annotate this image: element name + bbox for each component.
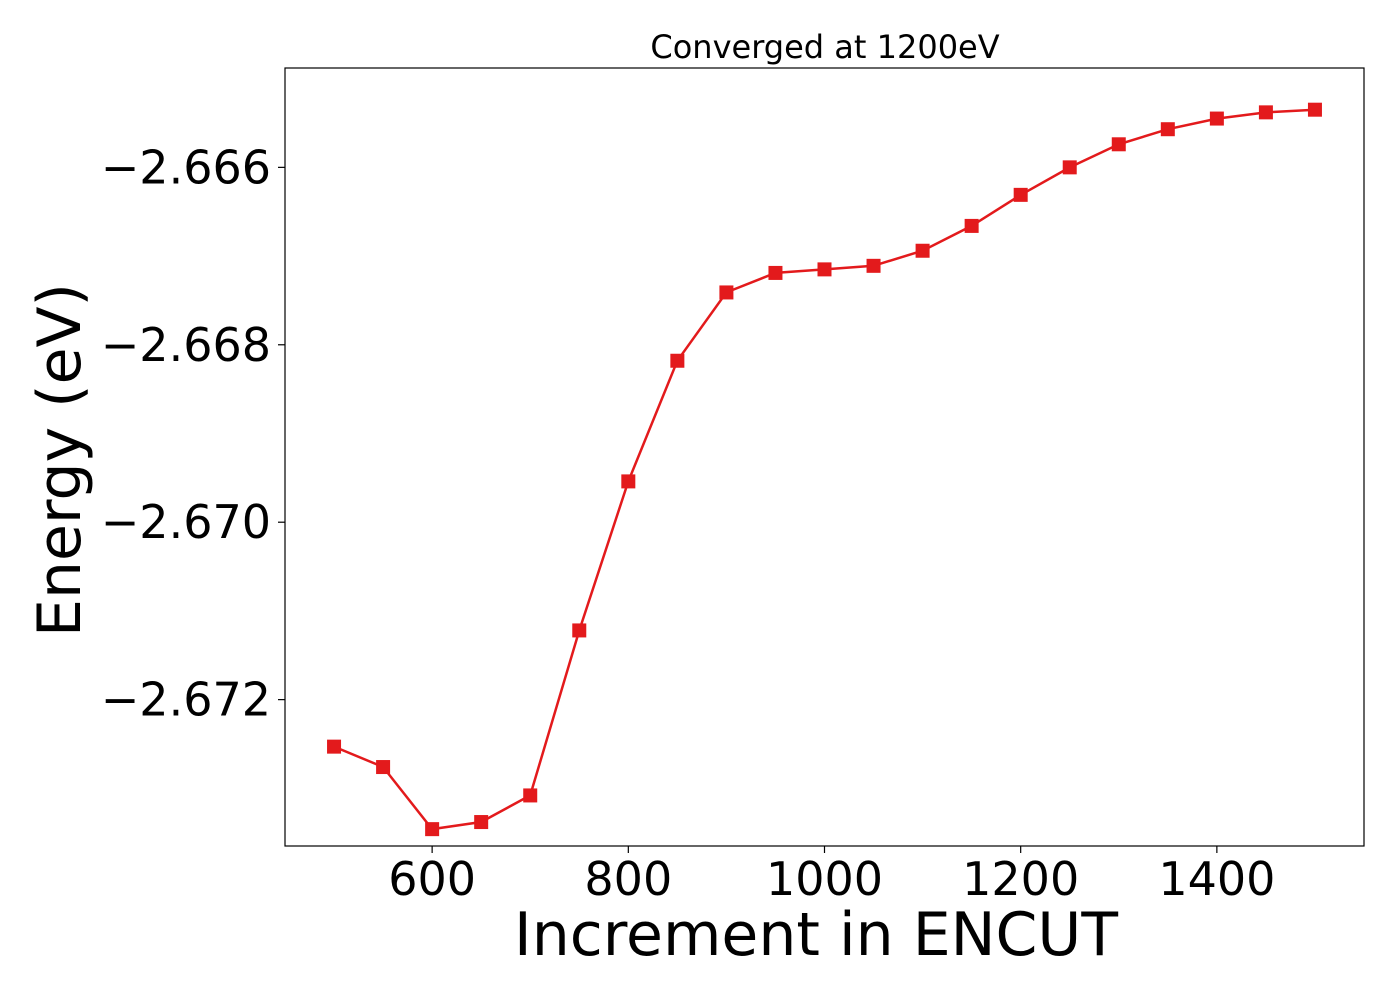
x-tick-label: 600 [388,852,476,906]
data-point-marker [572,623,587,638]
data-point-marker [425,822,440,837]
x-axis-label: Increment in ENCUT [514,900,1118,970]
data-point-marker [866,258,881,273]
series-line [333,108,1316,831]
chart-title: Converged at 1200eV [650,28,999,66]
data-point-marker [327,739,342,754]
data-point-marker [1209,111,1224,126]
data-point-marker [915,243,930,258]
plot-frame [284,67,1365,847]
data-point-marker [1111,137,1126,152]
data-point-marker [719,285,734,300]
y-axis-label: Energy (eV) [25,283,95,637]
data-point-marker [1013,187,1028,202]
y-tick-label: −2.670 [101,495,271,549]
x-tick-label: 1400 [1158,852,1275,906]
y-tick-label: −2.672 [101,673,271,727]
data-point-marker [1307,102,1322,117]
x-tick-label: 800 [584,852,672,906]
y-tick-label: −2.666 [101,140,271,194]
data-point-marker [768,265,783,280]
data-point-marker [1160,122,1175,137]
data-point-marker [523,788,538,803]
data-point-marker [376,760,391,775]
data-point-marker [964,218,979,233]
data-point-marker [670,353,685,368]
x-tick-label: 1000 [766,852,883,906]
x-axis: 600 800 1000 1200 1400 [388,846,1275,906]
data-point-marker [817,262,832,277]
x-tick-label: 1200 [962,852,1079,906]
data-point-marker [474,815,489,830]
data-point-marker [621,474,636,489]
series-layer [327,102,1322,837]
y-axis: −2.666 −2.668 −2.670 −2.672 [101,140,285,727]
data-point-marker [1258,105,1273,120]
data-point-marker [1062,160,1077,175]
y-tick-label: −2.668 [101,318,271,372]
